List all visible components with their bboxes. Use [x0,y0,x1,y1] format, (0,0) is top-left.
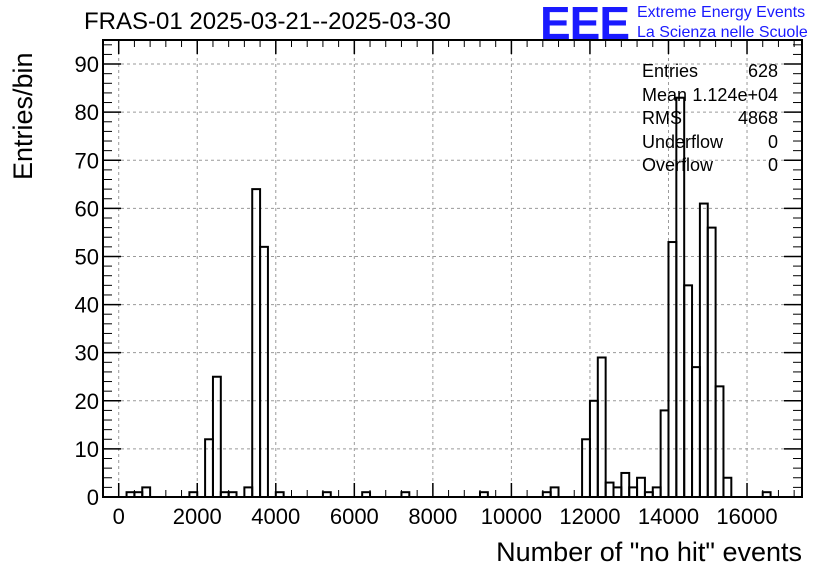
histogram-bin [691,366,701,498]
y-tick-label: 80 [75,100,99,125]
stats-row-underflow: Underflow 0 [642,131,780,155]
stats-row-overflow: Overflow 0 [642,154,780,178]
x-tick-label: 0 [113,504,125,529]
histogram-bin [243,486,254,498]
chart-title: FRAS-01 2025-03-21--2025-03-30 [84,8,451,35]
x-tick-label: 12000 [559,504,620,529]
y-tick-label: 10 [75,437,99,462]
stats-value: 628 [747,61,778,81]
histogram-bin [211,375,222,499]
x-tick-label: 14000 [638,504,699,529]
histogram-bin [698,202,709,498]
histogram-bin [722,476,733,499]
stats-label: Underflow [642,131,724,152]
histogram-bin [581,438,591,498]
stats-value: 0 [767,155,778,175]
histogram-bin [204,438,214,498]
stats-row-rms: RMS 4868 [642,107,780,131]
y-tick-label: 20 [75,389,99,414]
histogram-bin [612,486,623,498]
histogram-bin [667,241,678,498]
y-tick-label: 0 [87,485,99,510]
x-tick-label: 4000 [251,504,300,529]
y-tick-label: 60 [75,196,99,221]
y-axis-label: Entries/bin [8,52,38,180]
stats-label: Overflow [642,155,714,175]
x-tick-label: 6000 [330,504,379,529]
x-tick-label: 16000 [716,504,777,529]
stats-row-mean: Mean 1.124e+04 [642,84,780,108]
x-axis-label: Number of "no hit" events [496,537,802,567]
y-tick-label: 90 [75,52,99,77]
stats-value: 0 [767,131,778,152]
histogram-bin [683,284,694,499]
x-tick-label: 8000 [408,504,457,529]
logo-line-1: Extreme Energy Events [637,4,806,21]
y-tick-label: 50 [75,244,99,269]
stats-value: 4868 [737,108,778,128]
stats-box: Entries 628 Mean 1.124e+04 RMS 4868 Unde… [642,60,780,178]
stats-label: RMS [642,108,682,128]
histogram-bin [251,188,262,498]
y-tick-label: 40 [75,293,99,318]
stats-value: 1.124e+04 [692,84,778,105]
histogram-bin [714,385,725,498]
histogram-bin [659,409,670,498]
eee-logo-text: Extreme Energy Events La Scienza nelle S… [637,3,808,43]
x-tick-labels: 0 2000 4000 6000 8000 10000 12000 14000 16000 [113,504,778,529]
histogram-bin [604,481,615,498]
histogram-bin [141,486,152,498]
axis-ticks [102,40,802,498]
histogram-bin [636,476,646,499]
y-tick-label: 30 [75,341,99,366]
eee-logo-mark: EEE [540,0,630,49]
histogram-bin [259,245,269,498]
plot-frame [102,39,803,498]
histogram-bin [596,356,607,499]
x-tick-label: 10000 [481,504,542,529]
histogram-bin [651,486,662,498]
histogram-bin [706,226,717,498]
stats-label: Mean [642,84,688,105]
histogram-bin [549,486,560,498]
histogram-bin [628,486,639,498]
x-tick-label: 2000 [173,504,222,529]
y-tick-labels: 0 10 20 30 40 50 60 70 80 90 [75,52,99,510]
stats-label: Entries [642,61,699,81]
stats-row-entries: Entries 628 [642,60,780,84]
y-tick-label: 70 [75,148,99,173]
logo-line-2: La Scienza nelle Scuole [637,24,808,41]
histogram-bin [620,471,631,498]
